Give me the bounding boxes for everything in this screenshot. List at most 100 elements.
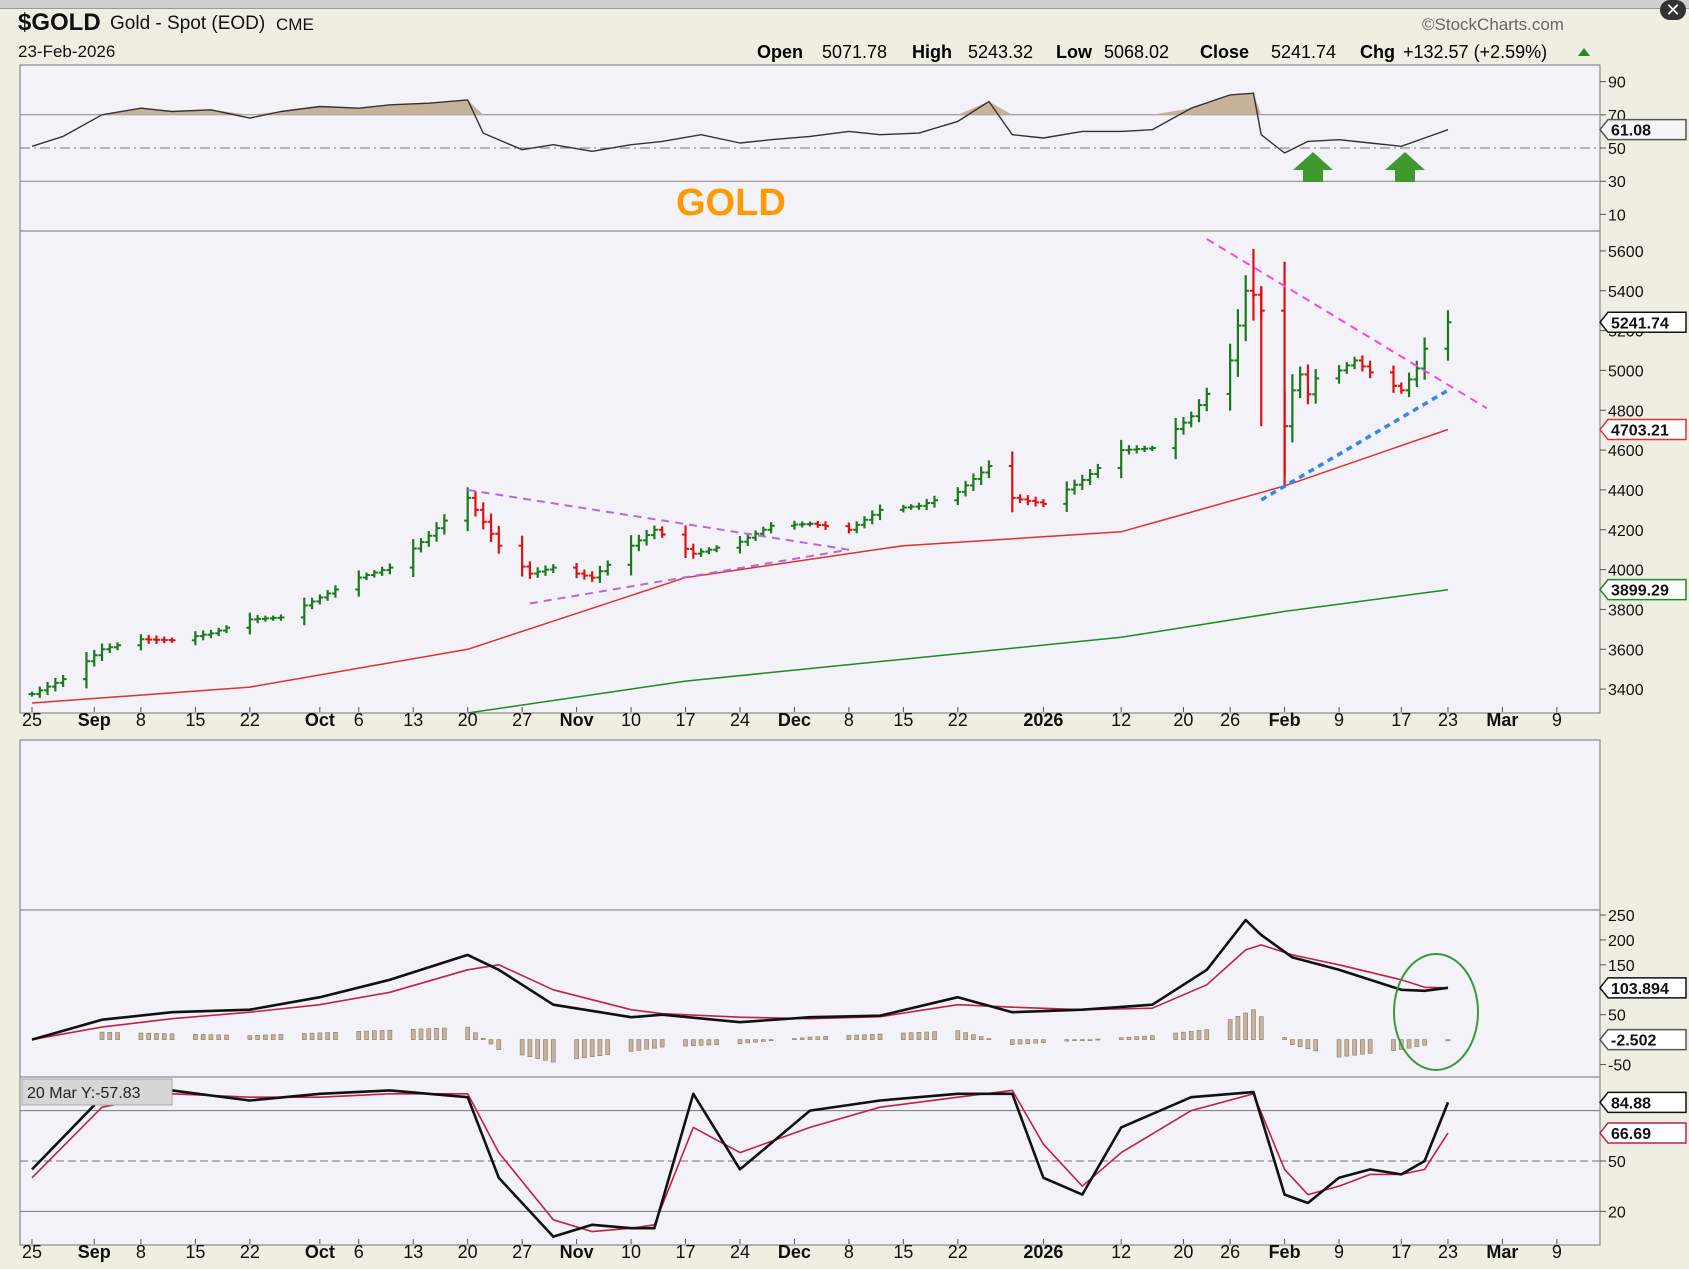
macd-histogram-bar: [1305, 1039, 1311, 1050]
y-tick-label: 4200: [1608, 523, 1644, 540]
macd-histogram-bar: [356, 1031, 362, 1040]
macd-histogram-bar: [426, 1028, 432, 1040]
macd-panel: [19, 909, 1601, 1078]
x-tick-label: 24: [730, 1242, 750, 1262]
macd-histogram-bar: [146, 1032, 151, 1040]
macd-histogram-bar: [1243, 1012, 1248, 1040]
macd-histogram-bar: [488, 1039, 494, 1045]
instrument-name: Gold - Spot (EOD): [110, 13, 266, 34]
chart-date: 23-Feb-2026: [18, 42, 116, 61]
y-tick-label: 4800: [1608, 403, 1644, 420]
macd-histogram-bar: [1336, 1039, 1342, 1058]
close-icon[interactable]: ✕: [1660, 0, 1686, 20]
x-tick-label: 27: [512, 1242, 532, 1262]
macd-histogram-bar: [737, 1039, 743, 1044]
y-tick-label: 50: [1608, 1008, 1626, 1025]
y-tick-label: 5000: [1608, 363, 1644, 380]
macd-histogram-bar: [1087, 1039, 1093, 1041]
stochastic-layer: 20 50 84.88 66.69: [20, 1089, 1687, 1238]
x-tick-label: 17: [676, 710, 696, 730]
macd-histogram-bar: [916, 1032, 922, 1040]
x-tick-label: 2026: [1023, 710, 1063, 730]
macd-histogram-bar: [628, 1039, 634, 1052]
low-value: 5068.02: [1104, 42, 1169, 62]
x-tick-label: 8: [136, 1242, 146, 1262]
macd-histogram-bar: [854, 1034, 859, 1040]
macd-histogram-bar: [115, 1032, 120, 1040]
macd-highlight-circle: [1393, 953, 1479, 1071]
trendline-triangle-lower: [529, 548, 850, 605]
macd-histogram-bar: [1118, 1037, 1124, 1040]
value-tag: [1599, 418, 1687, 441]
x-tick-label: 17: [1391, 710, 1411, 730]
window-top-strip: [0, 0, 1689, 9]
x-tick-label: Dec: [778, 1242, 811, 1262]
rsi-line: [31, 92, 1449, 154]
macd-histogram-bar: [434, 1028, 439, 1040]
macd-histogram-bar: [1352, 1039, 1357, 1056]
high-value: 5243.32: [968, 42, 1033, 62]
macd-histogram-bar: [1196, 1030, 1202, 1040]
price-layer: 3400360038004000420044004600480050005200…: [28, 238, 1687, 714]
low-label: Low: [1056, 42, 1093, 62]
x-tick-label: 15: [893, 710, 913, 730]
up-arrow-icon: [1293, 152, 1333, 182]
macd-histogram-bar: [247, 1035, 253, 1040]
macd-histogram-bar: [480, 1038, 486, 1040]
macd-histogram-bar: [714, 1039, 719, 1045]
macd-histogram-bar: [263, 1034, 268, 1040]
symbol-label: $GOLD: [18, 9, 101, 36]
x-tick-label: 10: [621, 1242, 641, 1262]
y-tick-label: 30: [1608, 174, 1626, 191]
value-tag: [1599, 1122, 1687, 1144]
stoch-k-line: [31, 1089, 1450, 1238]
macd-histogram-bar: [107, 1032, 113, 1040]
macd-histogram-bar: [387, 1029, 393, 1040]
macd-histogram-bar: [1080, 1039, 1085, 1041]
trendline-support: [1260, 388, 1449, 502]
x-tick-label: 12: [1111, 710, 1131, 730]
cursor-tooltip-text: 20 Mar Y:-57.83: [27, 1085, 141, 1102]
stockcharts-watermark: ©StockCharts.com: [1422, 15, 1564, 34]
open-value: 5071.78: [822, 42, 887, 62]
x-tick-label: 22: [948, 710, 968, 730]
y-tick-label: 90: [1608, 75, 1626, 92]
x-tick-label: 20: [458, 1242, 478, 1262]
macd-histogram-bar: [1072, 1039, 1077, 1041]
x-tick-label: 10: [621, 710, 641, 730]
macd-histogram-bar: [372, 1030, 377, 1040]
macd-histogram-bar: [1227, 1019, 1233, 1040]
macd-histogram-bar: [1258, 1016, 1264, 1040]
close-label: Close: [1200, 42, 1249, 62]
x-tick-label: 26: [1220, 1242, 1240, 1262]
macd-histogram-bar: [955, 1030, 961, 1040]
macd-histogram-bar: [799, 1037, 805, 1040]
macd-histogram-bar: [706, 1039, 712, 1046]
macd-histogram-bar: [792, 1038, 797, 1040]
price-panel: [19, 230, 1601, 714]
x-tick-label: Dec: [778, 710, 811, 730]
macd-histogram-bar: [255, 1035, 260, 1040]
macd-histogram-bar: [270, 1034, 276, 1040]
macd-histogram-bar: [161, 1033, 167, 1040]
macd-histogram-bar: [465, 1026, 470, 1040]
macd-layer: -5050100150200250103.894-2.502: [31, 908, 1687, 1075]
open-label: Open: [757, 42, 803, 62]
macd-histogram-bar: [1173, 1032, 1178, 1040]
x-tick-label: 15: [893, 1242, 913, 1262]
x-tick-label: 20: [1173, 710, 1193, 730]
macd-histogram-bar: [309, 1032, 315, 1040]
macd-histogram-bar: [1414, 1039, 1420, 1047]
macd-histogram-bar: [154, 1033, 159, 1040]
up-triangle-icon: [1578, 48, 1590, 56]
macd-histogram-bar: [1017, 1039, 1023, 1045]
value-tag-label: 66.69: [1611, 1126, 1651, 1143]
value-tag: [1599, 1028, 1687, 1051]
macd-histogram-bar: [1235, 1016, 1241, 1040]
macd-histogram-bar: [971, 1034, 976, 1040]
macd-histogram-bar: [278, 1034, 284, 1040]
trendline-resistance: [1206, 238, 1488, 410]
macd-histogram-bar: [1344, 1039, 1350, 1057]
